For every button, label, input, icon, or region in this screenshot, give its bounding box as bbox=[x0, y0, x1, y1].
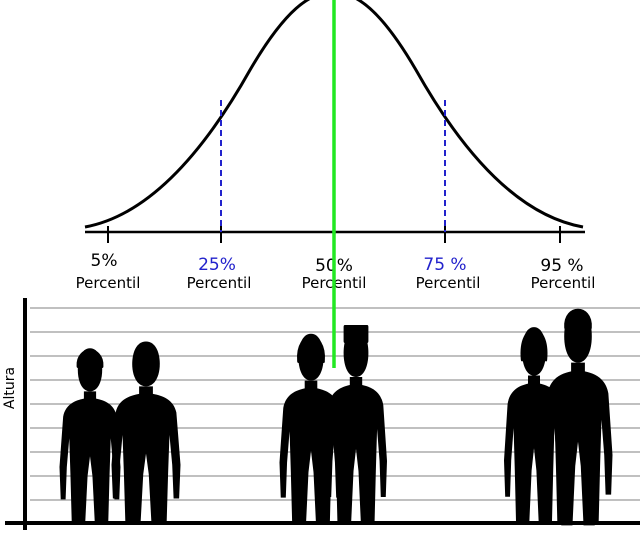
figure-man-p5 bbox=[111, 341, 181, 525]
percentile-word: Percentil bbox=[531, 274, 596, 292]
bell-curve bbox=[84, 0, 584, 229]
figure-man-p95 bbox=[543, 308, 613, 526]
percentile-value: 75 % bbox=[423, 255, 466, 275]
y-axis-label: Altura bbox=[2, 367, 18, 409]
percentile-label-p75: 75 % Percentil bbox=[416, 255, 481, 292]
percentile-word: Percentil bbox=[416, 274, 481, 292]
percentile-value: 5% bbox=[91, 251, 118, 271]
figure-man-p50 bbox=[325, 325, 387, 525]
figure-woman-p95 bbox=[504, 327, 564, 526]
percentile-label-p25: 25% Percentil bbox=[187, 255, 252, 292]
percentile-label-p95: 95 % Percentil bbox=[531, 256, 596, 292]
percentile-word: Percentil bbox=[187, 274, 252, 292]
percentile-word: Percentil bbox=[76, 274, 141, 292]
figure-woman-p5 bbox=[59, 348, 121, 525]
percentile-value: 95 % bbox=[540, 256, 583, 276]
figure-woman-p50 bbox=[279, 333, 343, 525]
percentile-label-p5: 5% Percentil bbox=[76, 251, 141, 292]
percentile-value: 25% bbox=[198, 255, 236, 275]
